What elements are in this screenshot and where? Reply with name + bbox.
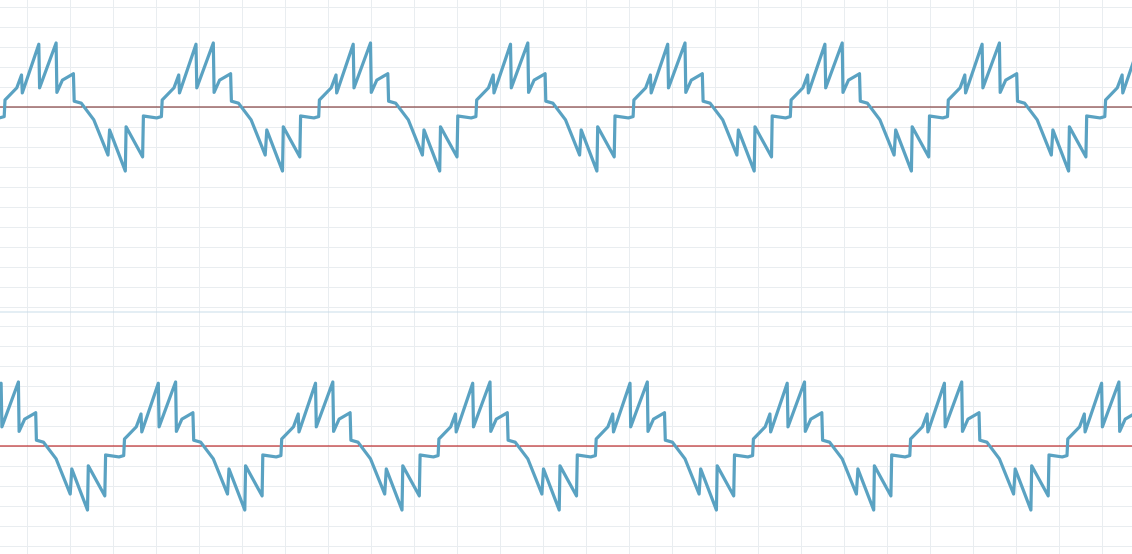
trace-top [0,41,1132,173]
trace-bottom [0,380,1132,512]
